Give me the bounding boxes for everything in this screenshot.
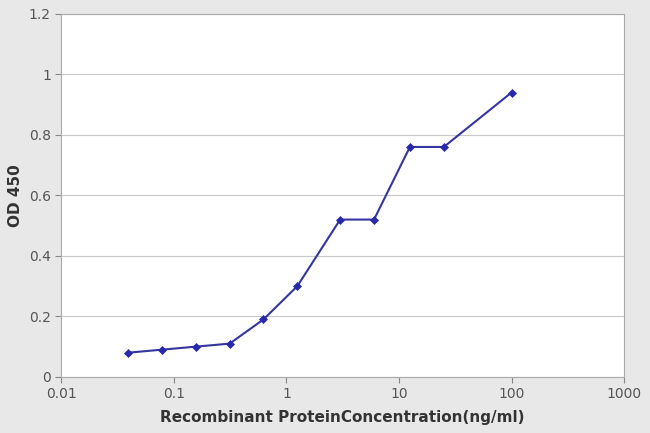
Y-axis label: OD 450: OD 450 [8,164,23,227]
X-axis label: Recombinant ProteinConcentration(ng/ml): Recombinant ProteinConcentration(ng/ml) [161,410,525,425]
